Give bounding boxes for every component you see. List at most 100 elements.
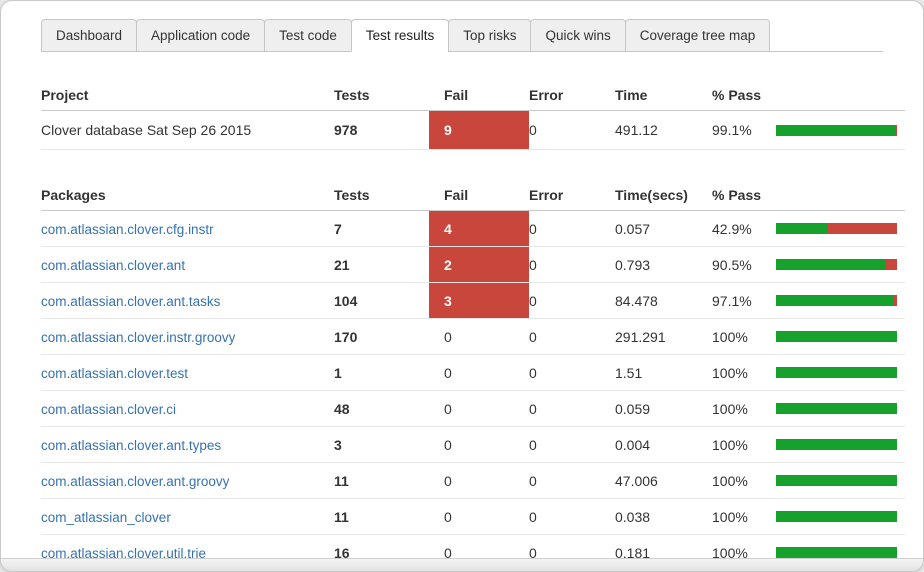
time-value: 0.004 (615, 436, 651, 453)
pass-value: 100% (712, 364, 748, 381)
pass-bar-red (827, 223, 897, 234)
error-value: 0 (529, 436, 537, 453)
pass-bar-green (776, 403, 897, 414)
time-value: 47.006 (615, 472, 658, 489)
pass-bar (776, 331, 897, 342)
error-value: 0 (529, 220, 537, 237)
fail-cell: 0 (429, 463, 529, 498)
package-name-cell: com.atlassian.clover.cfg.instr (41, 221, 334, 237)
fail-count-highlight: 2 (429, 247, 529, 282)
package-row: com.atlassian.clover.test 1 0 0 1.51 100% (41, 355, 905, 391)
tab-dashboard[interactable]: Dashboard (41, 19, 138, 52)
tests-value: 170 (334, 328, 358, 345)
pass-bar-green (776, 511, 897, 522)
pass-bar (776, 223, 897, 234)
fail-cell: 0 (429, 355, 529, 390)
pass-bar-cell (776, 124, 905, 136)
fail-cell: 9 (429, 111, 529, 149)
package-link[interactable]: com.atlassian.clover.util.trie (41, 545, 207, 561)
pass-bar (776, 367, 897, 378)
header-pass: % Pass (712, 87, 762, 103)
header-pass: % Pass (712, 187, 762, 203)
package-link[interactable]: com.atlassian.clover.cfg.instr (41, 221, 214, 237)
pass-bar (776, 403, 897, 414)
fail-cell: 0 (429, 427, 529, 462)
pass-bar-green (776, 259, 886, 270)
package-link[interactable]: com.atlassian.clover.ant.groovy (41, 473, 230, 489)
error-value: 0 (529, 364, 537, 381)
pass-bar (776, 511, 897, 522)
pass-bar-cell (776, 403, 905, 414)
pass-bar (776, 547, 897, 558)
tab-test-results[interactable]: Test results (350, 19, 450, 52)
tests-value: 978 (334, 122, 358, 138)
time-value: 0.059 (615, 400, 651, 417)
tab-quick-wins[interactable]: Quick wins (530, 19, 626, 52)
pass-bar-cell (776, 475, 905, 486)
pass-bar-cell (776, 259, 905, 270)
pass-bar-cell (776, 223, 905, 234)
pass-bar-green (776, 331, 897, 342)
time-value: 84.478 (615, 292, 658, 309)
tab-coverage-tree-map[interactable]: Coverage tree map (624, 19, 771, 52)
package-link[interactable]: com.atlassian.clover.ant.tasks (41, 293, 221, 309)
tests-value: 104 (334, 292, 358, 309)
tab-bar: Dashboard Application code Test code Test r… (41, 19, 883, 52)
pass-bar-cell (776, 511, 905, 522)
package-link[interactable]: com.atlassian.clover.test (41, 365, 189, 381)
header-time: Time(secs) (615, 187, 688, 203)
tab-test-code[interactable]: Test code (264, 19, 352, 52)
error-value: 0 (529, 256, 537, 273)
pass-value: 100% (712, 436, 748, 453)
time-value: 491.12 (615, 122, 658, 138)
package-name-cell: com.atlassian.clover.ant.types (41, 437, 334, 453)
tab-top-risks[interactable]: Top risks (448, 19, 532, 52)
package-link[interactable]: com.atlassian.clover.ant (41, 257, 186, 273)
error-value: 0 (529, 122, 537, 138)
pass-value: 100% (712, 472, 748, 489)
tests-value: 11 (334, 472, 349, 489)
package-link[interactable]: com.atlassian.clover.ci (41, 401, 177, 417)
error-value: 0 (529, 292, 537, 309)
table-header-row: Project Tests Fail Error Time % Pass (41, 80, 905, 111)
pass-bar-cell (776, 367, 905, 378)
fail-count: 0 (444, 364, 452, 381)
error-value: 0 (529, 472, 537, 489)
package-link[interactable]: com.atlassian.clover.instr.groovy (41, 329, 236, 345)
tests-value: 11 (334, 508, 349, 525)
project-table: Project Tests Fail Error Time % Pass Clover da… (41, 80, 905, 150)
header-time: Time (615, 87, 648, 103)
error-value: 0 (529, 508, 537, 525)
footer-bar (1, 558, 923, 571)
time-value: 0.057 (615, 220, 651, 237)
table-header-row: Packages Tests Fail Error Time(secs) % Pass (41, 180, 905, 211)
packages-table: Packages Tests Fail Error Time(secs) % Pass co… (41, 180, 905, 571)
pass-bar-green (776, 124, 896, 136)
package-link[interactable]: com.atlassian.clover.ant.types (41, 437, 222, 453)
header-name: Packages (41, 187, 106, 203)
error-value: 0 (529, 544, 537, 561)
tests-value: 7 (334, 220, 342, 237)
tests-value: 1 (334, 364, 342, 381)
package-row: com.atlassian.clover.ant 21 2 0 0.793 90.5% (41, 247, 905, 283)
pass-value: 100% (712, 544, 748, 561)
pass-value: 100% (712, 508, 748, 525)
pass-bar-cell (776, 295, 905, 306)
time-value: 0.181 (615, 544, 651, 561)
fail-count: 0 (444, 436, 452, 453)
tests-value: 3 (334, 436, 342, 453)
tab-application-code[interactable]: Application code (136, 19, 266, 52)
fail-count-highlight: 4 (429, 211, 529, 246)
package-name-cell: com.atlassian.clover.ci (41, 401, 334, 417)
time-value: 0.038 (615, 508, 651, 525)
fail-count: 0 (444, 472, 452, 489)
pass-bar-green (776, 295, 894, 306)
fail-cell: 4 (429, 211, 529, 246)
package-row: com.atlassian.clover.ci 48 0 0 0.059 100% (41, 391, 905, 427)
package-row: com.atlassian.clover.instr.groovy 170 0 0 29… (41, 319, 905, 355)
package-link[interactable]: com_atlassian_clover (41, 509, 171, 525)
fail-cell: 0 (429, 319, 529, 354)
package-row: com.atlassian.clover.ant.groovy 11 0 0 47.00… (41, 463, 905, 499)
pass-value: 100% (712, 328, 748, 345)
